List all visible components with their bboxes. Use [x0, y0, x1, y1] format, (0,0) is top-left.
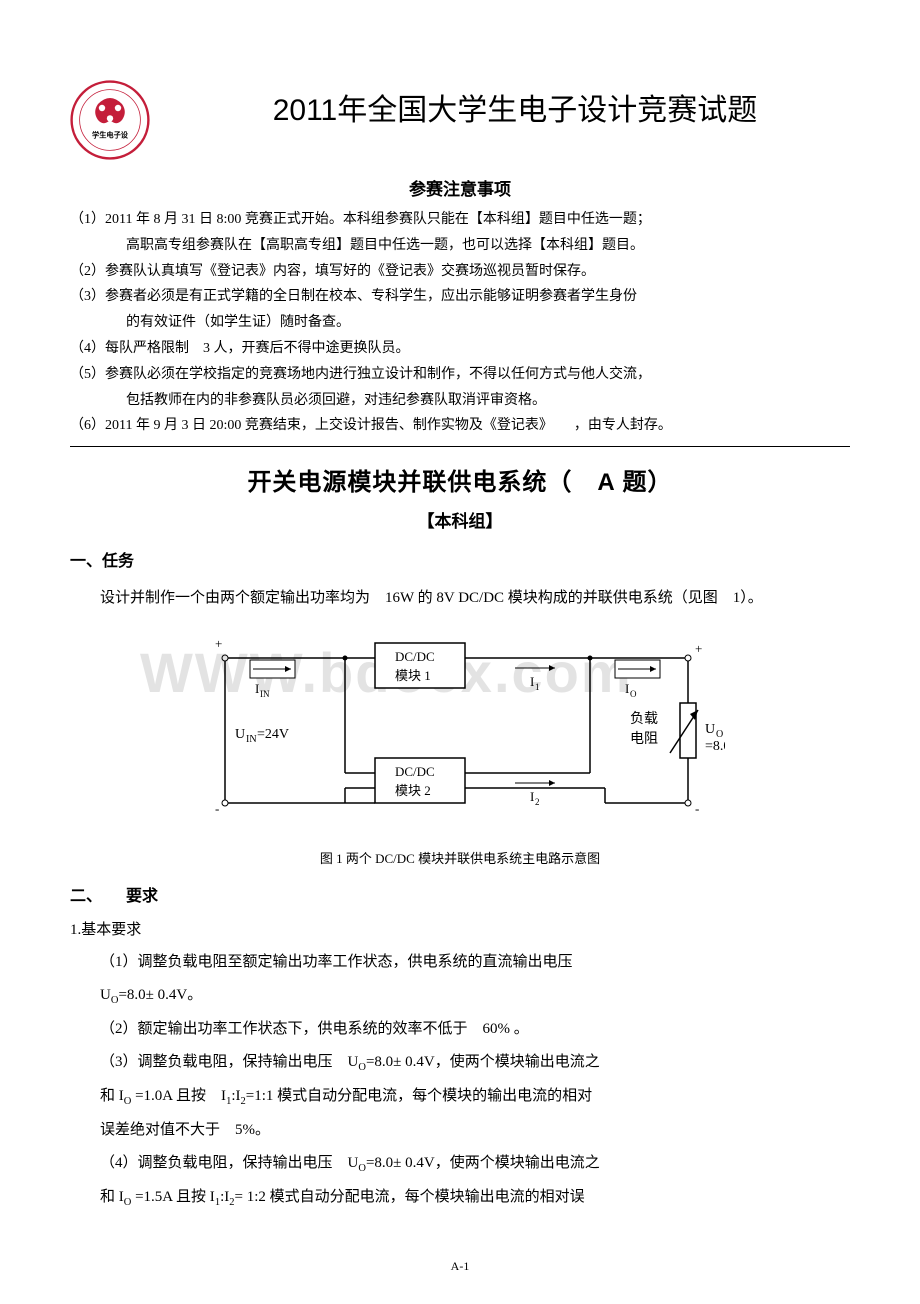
- svg-text:I: I: [530, 789, 534, 804]
- svg-text:IN: IN: [260, 689, 270, 699]
- section-heading-req: 二、 要求: [70, 882, 850, 906]
- svg-text:DC/DC: DC/DC: [395, 764, 435, 779]
- svg-text:电阻: 电阻: [630, 731, 658, 747]
- rule-item: 高职高专组参赛队在【高职高专组】题目中任选一题，也可以选择【本科组】题目。: [70, 234, 850, 258]
- requirement-3c: 误差绝对值不大于 5%。: [70, 1115, 850, 1145]
- svg-text:U: U: [235, 727, 245, 742]
- svg-text:=24V: =24V: [257, 727, 289, 742]
- svg-text:DC/DC: DC/DC: [395, 649, 435, 664]
- rule-item: （1）2011 年 8 月 31 日 8:00 竞赛正式开始。本科组参赛队只能在…: [70, 208, 850, 232]
- svg-text:=8.0V: =8.0V: [705, 739, 725, 754]
- svg-text:模块 1: 模块 1: [395, 668, 431, 683]
- page-number: A-1: [0, 1259, 920, 1274]
- title-area: 2011年全国大学生电子设计竞赛试题: [180, 80, 850, 154]
- svg-text:U: U: [705, 722, 715, 737]
- svg-text:+: +: [215, 636, 222, 651]
- requirement-2: （2）额定输出功率工作状态下，供电系统的效率不低于 60% 。: [70, 1014, 850, 1044]
- competition-logo: 学生电子设: [70, 80, 150, 160]
- rules-list: （1）2011 年 8 月 31 日 8:00 竞赛正式开始。本科组参赛队只能在…: [70, 208, 850, 438]
- svg-text:I: I: [255, 681, 259, 696]
- requirement-1b: UO=8.0± 0.4V。: [70, 980, 850, 1011]
- rule-item: （3）参赛者必须是有正式学籍的全日制在校本、专科学生，应出示能够证明参赛者学生身…: [70, 285, 850, 309]
- requirement-3b: 和 IO =1.0A 且按 I1:I2=1:1 模式自动分配电流，每个模块的输出…: [70, 1081, 850, 1112]
- main-title: 2011年全国大学生电子设计竞赛试题: [180, 85, 850, 129]
- svg-text:1: 1: [535, 682, 540, 692]
- sub-heading-basic: 1.基本要求: [70, 918, 850, 939]
- rule-item: 包括教师在内的非参赛队员必须回避，对违纪参赛队取消评审资格。: [70, 389, 850, 413]
- svg-text:I: I: [625, 681, 629, 696]
- rule-item: （6）2011 年 9 月 3 日 20:00 竞赛结束，上交设计报告、制作实物…: [70, 414, 850, 438]
- svg-text:-: -: [695, 801, 699, 816]
- rule-item: （2）参赛队认真填写《登记表》内容，填写好的《登记表》交赛场巡视员暂时保存。: [70, 260, 850, 284]
- svg-text:学生电子设: 学生电子设: [92, 131, 129, 140]
- svg-text:+: +: [695, 641, 702, 656]
- svg-text:I: I: [530, 674, 534, 689]
- requirement-1: （1）调整负载电阻至额定输出功率工作状态，供电系统的直流输出电压: [70, 947, 850, 977]
- svg-text:2: 2: [535, 797, 540, 807]
- svg-text:O: O: [630, 689, 637, 699]
- problem-group: 【本科组】: [70, 507, 850, 532]
- diagram-caption: 图 1 两个 DC/DC 模块并联供电系统主电路示意图: [70, 848, 850, 867]
- problem-title: 开关电源模块并联供电系统（ A 题）: [70, 462, 850, 497]
- subtitle: 参赛注意事项: [70, 175, 850, 200]
- section-heading-task: 一、任务: [70, 547, 850, 571]
- circuit-diagram: + - U IN =24V I IN DC/DC 模块 1: [70, 628, 850, 833]
- requirement-4b: 和 IO =1.5A 且按 I1:I2= 1:2 模式自动分配电流，每个模块输出…: [70, 1182, 850, 1213]
- rule-item: （5）参赛队必须在学校指定的竞赛场地内进行独立设计和制作，不得以任何方式与他人交…: [70, 363, 850, 387]
- svg-text:IN: IN: [246, 734, 257, 745]
- rule-item: （4）每队严格限制 3 人，开赛后不得中途更换队员。: [70, 337, 850, 361]
- svg-text:模块 2: 模块 2: [395, 783, 431, 798]
- rule-item: 的有效证件（如学生证）随时备查。: [70, 311, 850, 335]
- requirement-3a: （3）调整负载电阻，保持输出电压 UO=8.0± 0.4V，使两个模块输出电流之: [70, 1047, 850, 1078]
- header: 学生电子设 2011年全国大学生电子设计竞赛试题: [70, 80, 850, 160]
- divider: [70, 446, 850, 447]
- svg-text:负载: 负载: [630, 711, 658, 727]
- requirement-4a: （4）调整负载电阻，保持输出电压 UO=8.0± 0.4V，使两个模块输出电流之: [70, 1148, 850, 1179]
- svg-text:-: -: [215, 801, 219, 816]
- task-body: 设计并制作一个由两个额定输出功率均为 16W 的 8V DC/DC 模块构成的并…: [70, 583, 850, 613]
